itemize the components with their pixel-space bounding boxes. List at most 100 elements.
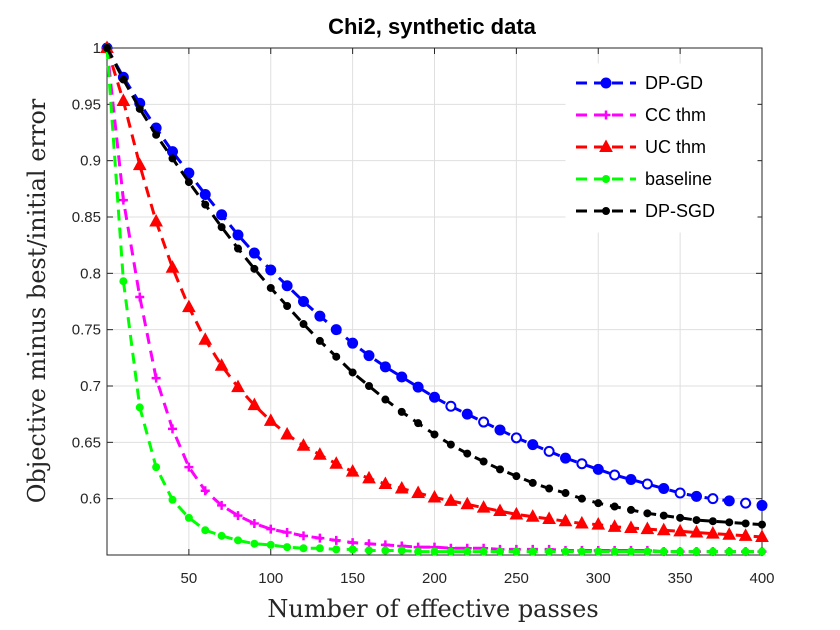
legend-marker-dp-gd [600,77,612,89]
data-point-dp-sgd [250,264,259,273]
data-point-baseline [283,543,292,552]
chart-title: Chi2, synthetic data [328,14,537,39]
legend-label-dp-sgd: DP-SGD [645,201,715,221]
y-tick-label: 0.7 [80,378,101,395]
data-point-baseline [692,547,701,556]
y-axis-label: Objective minus best/initial error [23,98,51,503]
data-point-baseline [397,546,406,555]
data-point-baseline [725,547,734,556]
data-point-cc-thm [118,195,128,205]
series-line-dp-gd [105,47,763,507]
x-tick-label: 50 [181,570,198,587]
data-point-dp-sgd [103,44,111,52]
legend-label-baseline: baseline [645,169,712,189]
data-point-baseline [512,547,521,556]
y-tick-label: 0.85 [72,209,101,226]
data-point-uc-thm [378,476,393,490]
data-point-uc-thm [394,480,409,494]
data-point-dp-sgd [545,484,554,493]
legend-label-uc-thm: UC thm [645,137,706,157]
data-point-cc-thm [184,462,194,472]
data-point-baseline [741,547,750,556]
data-point-uc-thm [165,260,180,273]
data-point-uc-thm [656,522,671,536]
data-point-baseline [479,547,488,556]
data-point-dp-gd [478,416,490,428]
data-point-uc-thm [542,511,556,524]
data-point-dp-gd [412,381,424,393]
data-point-baseline [561,547,570,556]
data-point-cc-thm [233,511,243,521]
data-point-dp-gd [625,474,637,486]
data-point-dp-gd [461,408,473,420]
data-point-uc-thm [624,520,638,533]
data-point-dp-sgd [627,505,635,514]
legend-label-dp-gd: DP-GD [645,73,703,93]
data-point-uc-thm [362,470,376,484]
data-point-baseline [152,463,161,472]
series-dp-gd [101,42,768,511]
data-point-dp-gd [248,247,260,259]
series-baseline [103,44,766,556]
data-point-baseline [332,545,341,554]
legend-entry-dp-gd: DP-GD [576,73,703,93]
data-point-baseline [430,547,439,556]
data-point-cc-thm [168,424,177,434]
data-point-dp-gd [445,400,457,412]
data-point-baseline [463,547,472,556]
data-point-cc-thm [299,531,308,541]
data-point-uc-thm [575,515,589,529]
data-point-cc-thm [266,524,276,534]
axis-ticks: 50 100 150 200 250 300 350 400 0.6 0.65 0.7 0.75 0.8… [72,40,775,587]
data-point-dp-gd [543,445,555,457]
data-point-baseline [676,547,685,556]
data-point-dp-gd [674,487,686,499]
data-point-baseline [250,539,259,548]
data-point-dp-sgd [299,320,308,329]
data-point-dp-sgd [610,502,619,511]
series-line-cc-thm [105,47,762,554]
data-point-baseline [201,526,210,535]
data-point-dp-gd [658,483,670,495]
legend-entry-cc-thm: CC thm [576,105,706,125]
data-point-uc-thm [640,521,655,535]
data-point-baseline [577,547,586,556]
data-point-dp-sgd [414,419,423,428]
data-point-dp-gd [347,337,359,349]
data-point-dp-sgd [446,440,455,449]
data-point-baseline [627,547,635,556]
data-point-dp-gd [232,229,244,241]
data-point-uc-thm [116,93,131,106]
data-point-dp-gd [560,452,571,464]
y-tick-label: 0.95 [72,96,101,113]
x-tick-label: 300 [586,570,611,587]
data-point-dp-sgd [659,511,668,520]
data-point-uc-thm [296,438,311,451]
y-tick-label: 0.75 [72,322,101,339]
data-point-dp-sgd [266,283,275,292]
y-tick-label: 0.9 [80,153,101,170]
data-point-uc-thm [444,493,458,506]
legend-label-cc-thm: CC thm [645,105,706,125]
data-point-uc-thm [525,509,540,522]
data-point-dp-sgd [168,154,177,163]
data-point-dp-gd [199,188,211,200]
data-point-baseline [496,547,504,556]
data-point-dp-gd [216,209,228,221]
y-tick-label: 1 [93,40,101,57]
data-point-baseline [528,547,537,556]
x-tick-label: 350 [668,570,693,587]
data-point-uc-thm [329,456,344,469]
data-point-dp-gd [641,478,653,490]
legend-marker-dp-sgd [602,207,610,215]
data-point-dp-gd [592,463,604,475]
data-point-uc-thm [607,519,622,532]
data-point-baseline [708,547,717,556]
data-point-dp-sgd [397,407,406,416]
data-point-dp-gd [379,361,391,373]
y-tick-label: 0.6 [80,491,101,508]
y-tick-label: 0.8 [80,265,101,282]
data-point-uc-thm [493,503,507,517]
data-point-dp-gd [756,499,768,511]
